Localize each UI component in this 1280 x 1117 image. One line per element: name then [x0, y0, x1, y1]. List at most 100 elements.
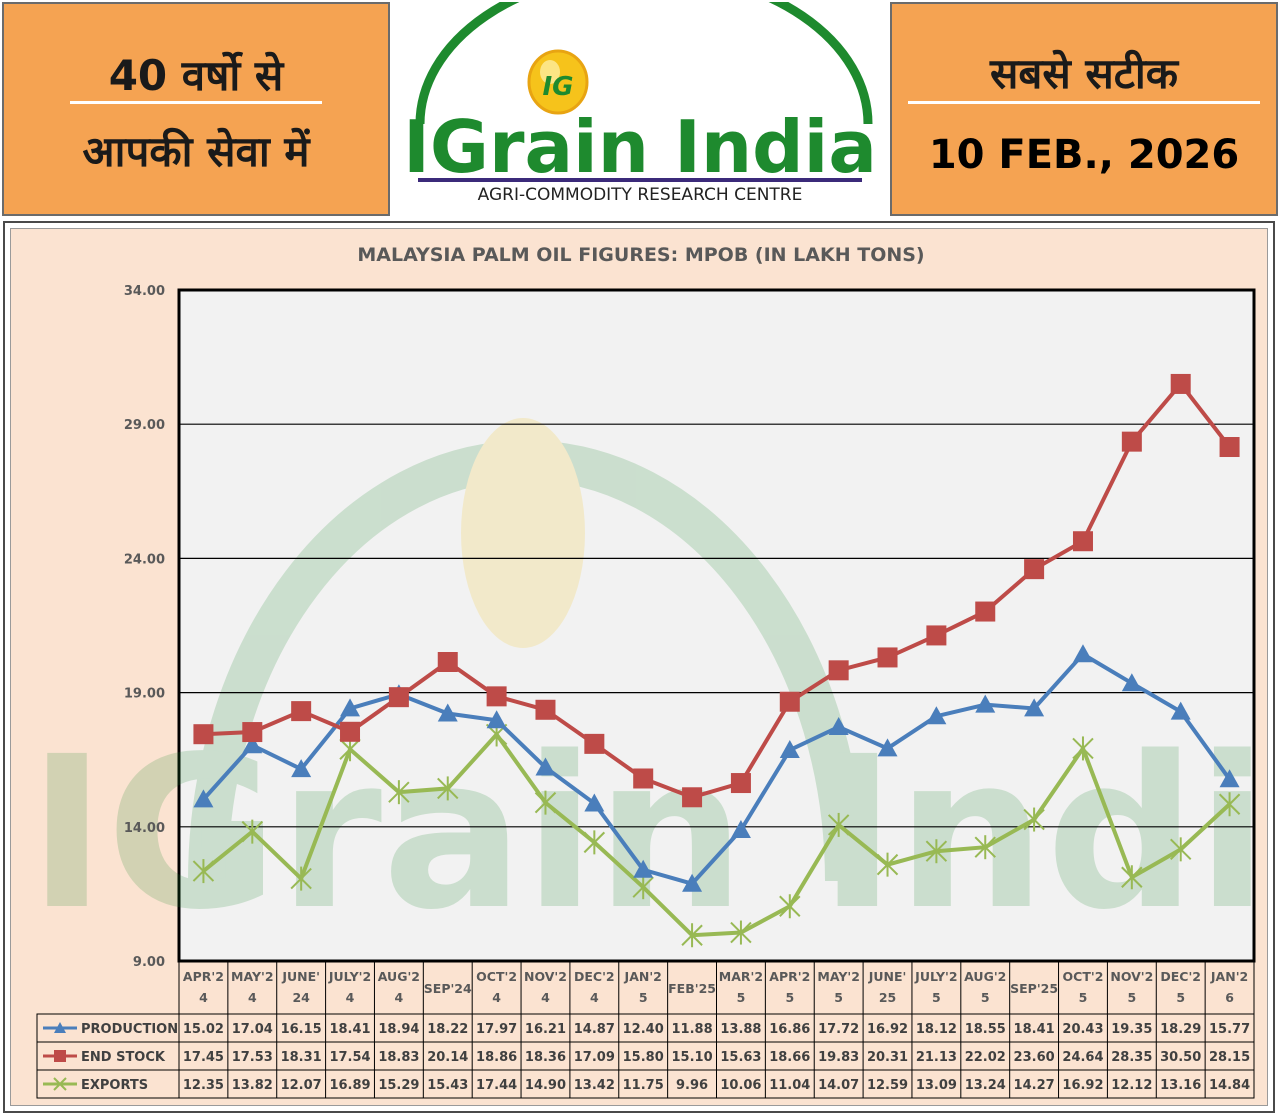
brand-logo: IG IGrain India AGRI-COMMODITY RESEARCH … — [403, 0, 877, 205]
table-value-cell: 13.16 — [1160, 1078, 1201, 1093]
y-tick-label: 9.00 — [133, 955, 165, 970]
point-marker — [877, 647, 898, 668]
legend-marker — [54, 1050, 66, 1062]
table-value-cell: 18.12 — [916, 1022, 957, 1037]
point-marker — [584, 793, 605, 812]
table-value-cell: 17.04 — [232, 1022, 273, 1037]
point-marker — [192, 859, 215, 884]
point-marker — [975, 601, 996, 622]
x-category-label: 5 — [1127, 990, 1136, 1005]
point-marker — [1121, 431, 1142, 452]
header-left-line1: 40 वर्षो से — [108, 51, 284, 100]
header-right-divider — [908, 101, 1260, 104]
x-category-label: APR'2 — [769, 969, 810, 984]
point-marker — [681, 923, 703, 948]
brand-tagline: AGRI-COMMODITY RESEARCH CENTRE — [478, 185, 803, 205]
table-value-cell: 30.50 — [1160, 1050, 1201, 1065]
x-category-label: DEC'2 — [1160, 969, 1201, 984]
table-value-cell: 15.77 — [1209, 1022, 1250, 1037]
table-value-cell: 12.07 — [281, 1078, 322, 1093]
x-category-label: MAY'2 — [231, 969, 274, 984]
point-marker — [1121, 673, 1142, 692]
series-line — [203, 380, 1232, 800]
y-tick-label: 29.00 — [124, 418, 165, 433]
table-value-cell: 17.45 — [183, 1050, 224, 1065]
table-value-cell: 14.07 — [818, 1078, 859, 1093]
legend-marker — [54, 1022, 66, 1033]
point-marker — [632, 875, 654, 900]
x-category-label: JULY'2 — [914, 969, 957, 984]
table-value-cell: 13.82 — [232, 1078, 273, 1093]
table-value-cell: 18.22 — [427, 1022, 468, 1037]
table-value-cell: 23.60 — [1014, 1050, 1055, 1065]
table-value-cell: 16.21 — [525, 1022, 566, 1037]
table-value-cell: 17.53 — [232, 1050, 273, 1065]
point-marker — [486, 710, 507, 729]
legend-series-name: END STOCK — [81, 1050, 166, 1065]
x-category-label: JUNE' — [281, 969, 320, 984]
table-value-cell: 18.86 — [476, 1050, 517, 1065]
point-marker — [437, 776, 459, 801]
y-tick-label: 34.00 — [124, 284, 165, 299]
point-marker — [290, 866, 312, 891]
grid-lines — [179, 423, 1254, 828]
x-category-label: DEC'2 — [574, 969, 615, 984]
table-value-cell: 24.64 — [1062, 1050, 1103, 1065]
point-marker — [241, 819, 264, 844]
table-value-cell: 12.12 — [1111, 1078, 1152, 1093]
table-value-cell: 18.94 — [378, 1022, 419, 1037]
point-marker — [1023, 807, 1045, 832]
table-value-cell: 18.83 — [378, 1050, 419, 1065]
point-marker — [926, 625, 947, 646]
point-marker — [633, 768, 654, 789]
x-category-label: 5 — [932, 990, 941, 1005]
table-value-cell: 20.14 — [427, 1050, 468, 1065]
table-value-cell: 13.88 — [720, 1022, 761, 1037]
logo-underline — [418, 178, 862, 182]
x-category-label: JULY'2 — [328, 969, 371, 984]
point-marker — [1219, 769, 1240, 788]
table-value-cell: 15.29 — [378, 1078, 419, 1093]
point-marker — [926, 706, 947, 725]
point-marker — [730, 820, 751, 839]
point-marker — [291, 701, 312, 722]
header-banner: 40 वर्षो से आपकी सेवा में IG IGrain Indi… — [0, 0, 1280, 218]
table-value-cell: 17.54 — [329, 1050, 370, 1065]
table-value-cell: 16.92 — [867, 1022, 908, 1037]
table-value-cell: 14.84 — [1209, 1078, 1250, 1093]
point-marker — [242, 722, 263, 743]
x-category-label: 6 — [1225, 990, 1234, 1005]
point-marker — [1218, 792, 1241, 817]
point-marker — [1024, 559, 1045, 580]
point-marker — [975, 694, 996, 713]
table-value-cell: 12.35 — [183, 1078, 224, 1093]
table-value-cell: 11.04 — [769, 1078, 810, 1093]
table-value-cell: 13.09 — [916, 1078, 957, 1093]
table-value-cell: 12.40 — [623, 1022, 664, 1037]
x-category-label: JAN'2 — [624, 969, 662, 984]
series-end-stock — [193, 373, 1240, 808]
point-marker — [925, 839, 948, 864]
table-value-cell: 19.35 — [1111, 1022, 1152, 1037]
point-marker — [193, 724, 214, 745]
point-marker — [1219, 437, 1240, 458]
legend-series-name: EXPORTS — [81, 1078, 148, 1093]
header-left-panel: 40 वर्षो से आपकी सेवा में — [2, 2, 390, 216]
table-value-cell: 18.36 — [525, 1050, 566, 1065]
table-value-cell: 28.15 — [1209, 1050, 1250, 1065]
point-marker — [388, 780, 410, 805]
watermark-text: IGrain India — [28, 711, 1275, 956]
x-category-label: 4 — [541, 990, 550, 1005]
point-marker — [828, 660, 849, 681]
table-value-cell: 15.63 — [720, 1050, 761, 1065]
table-value-cell: 20.31 — [867, 1050, 908, 1065]
table-value-cell: 16.86 — [769, 1022, 810, 1037]
x-category-label: 4 — [199, 990, 208, 1005]
chart-frame: MALAYSIA PALM OIL FIGURES: MPOB (IN LAKH… — [3, 221, 1275, 1113]
point-marker — [1072, 644, 1093, 663]
point-marker — [437, 703, 458, 722]
logo-emblem-icon: IG — [527, 49, 589, 115]
x-category-label: OCT'2 — [1063, 969, 1104, 984]
x-category-label: AUG'2 — [964, 969, 1006, 984]
chart-svg: MALAYSIA PALM OIL FIGURES: MPOB (IN LAKH… — [28, 244, 1275, 1099]
